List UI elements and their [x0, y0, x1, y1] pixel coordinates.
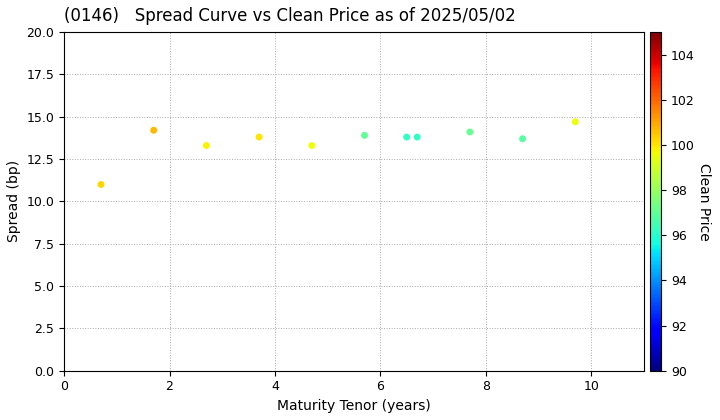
Y-axis label: Spread (bp): Spread (bp): [7, 160, 21, 242]
Point: [411, 134, 423, 140]
Point: [464, 129, 476, 135]
Point: [148, 127, 159, 134]
Text: (0146)   Spread Curve vs Clean Price as of 2025/05/02: (0146) Spread Curve vs Clean Price as of…: [64, 7, 516, 25]
Y-axis label: Clean Price: Clean Price: [698, 163, 711, 240]
Point: [253, 134, 265, 140]
Point: [201, 142, 212, 149]
Point: [517, 135, 528, 142]
Point: [570, 118, 581, 125]
X-axis label: Maturity Tenor (years): Maturity Tenor (years): [277, 399, 431, 413]
Point: [401, 134, 413, 140]
Point: [306, 142, 318, 149]
Point: [95, 181, 107, 188]
Point: [359, 132, 370, 139]
